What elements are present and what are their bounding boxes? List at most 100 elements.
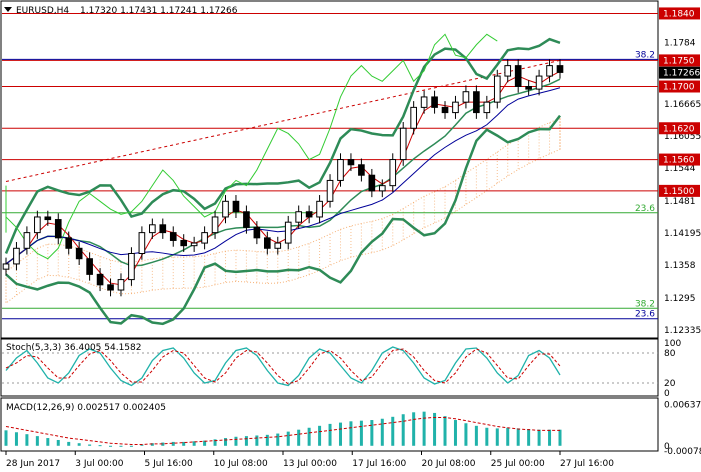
candle-body (117, 279, 125, 291)
macd-histogram-bar (338, 422, 342, 446)
stoch-tick-label: 20 (664, 379, 676, 389)
macd-histogram-bar (286, 431, 290, 446)
candle-body (222, 200, 229, 218)
macd-histogram-bar (558, 429, 562, 446)
price-tick-label: 1.12335 (664, 326, 701, 336)
price-level-tag (659, 122, 700, 135)
macd-histogram-bar (276, 433, 280, 446)
macd-histogram-bar (161, 442, 165, 446)
candle-body (263, 237, 271, 249)
macd-histogram-bar (297, 429, 301, 446)
candle-body (337, 159, 344, 181)
price-tick-label: 1.1784 (664, 39, 696, 49)
candle-body (347, 159, 355, 166)
trendline (5, 59, 561, 182)
fib-level-label: 38.2 (635, 299, 655, 309)
fib-level-label: 38.2 (635, 50, 655, 60)
main-layer: 38.223.638.223.6 (2, 12, 658, 326)
candle-body (326, 179, 334, 202)
time-axis-label: 5 Jul 16:00 (145, 459, 194, 469)
macd-histogram-bar (182, 441, 186, 446)
candle-body (2, 263, 10, 270)
current-price-tag-text: 1.17266 (663, 69, 700, 79)
kijun-line (5, 87, 561, 265)
macd-histogram-bar (77, 443, 81, 446)
candle-body (65, 237, 73, 249)
bollinger-middle (5, 78, 561, 267)
candle-body (399, 127, 407, 161)
macd-histogram-bar (318, 425, 322, 446)
macd-tick-label: -0.000787 (664, 447, 701, 457)
macd-layer (4, 411, 562, 447)
macd-histogram-bar (495, 428, 499, 446)
time-axis-label: 20 Jul 08:00 (422, 459, 476, 469)
candle-body (211, 216, 219, 234)
candle-body (243, 211, 250, 228)
candle-body (452, 101, 459, 114)
stoch-main-line (5, 346, 561, 387)
axis-layer: 1.17841.17231.166651.160551.15441.14811.… (5, 7, 701, 469)
macd-histogram-bar (307, 427, 311, 446)
macd-histogram-bar (56, 439, 60, 446)
candle-body (504, 65, 512, 77)
macd-histogram-bar (474, 425, 478, 446)
macd-histogram-bar (67, 441, 71, 446)
header-symbol: EURUSD,H4 (16, 6, 69, 16)
macd-histogram-bar (506, 427, 510, 446)
time-axis-label: 13 Jul 00:00 (283, 459, 337, 469)
stoch-tick-label: 80 (664, 349, 676, 359)
macd-histogram-bar (548, 429, 552, 446)
candle-body (514, 65, 522, 87)
macd-title: MACD(12,26,9) 0.002517 0.002405 (6, 403, 166, 413)
macd-histogram-bar (234, 436, 238, 446)
bollinger-upper (4, 37, 561, 254)
candle-body (525, 86, 532, 90)
macd-histogram-bar (328, 423, 332, 446)
candle-body (473, 91, 480, 114)
time-axis-label: 27 Jul 16:00 (560, 459, 614, 469)
time-axis-label: 25 Jul 00:00 (491, 459, 545, 469)
price-level-tag (659, 184, 700, 197)
macd-histogram-bar (213, 439, 217, 446)
macd-histogram-bar (349, 421, 353, 446)
candle-body (149, 224, 156, 234)
current-price-tag (659, 66, 700, 79)
macd-histogram-bar (35, 436, 39, 446)
candle-body (138, 232, 146, 254)
price-level-tag-text: 1.1500 (663, 187, 695, 197)
price-tick-label: 1.16665 (664, 100, 701, 110)
macd-panel-frame (0, 397, 659, 452)
macd-histogram-bar (433, 412, 437, 446)
stoch-panel-frame (0, 338, 659, 397)
candle-body (54, 219, 62, 239)
macd-histogram-bar (98, 445, 102, 447)
price-level-tag (659, 7, 700, 20)
candle-body (358, 164, 365, 176)
macd-histogram-bar (46, 438, 50, 446)
macd-histogram-bar (203, 440, 207, 446)
price-tick-label: 1.14195 (664, 229, 701, 239)
macd-histogram-bar (88, 444, 92, 446)
dropdown-triangle-icon[interactable] (4, 7, 12, 12)
price-level-tag-text: 1.1750 (663, 56, 695, 66)
price-level-tag (659, 54, 700, 67)
candle-body (431, 96, 438, 108)
candle-body (128, 253, 135, 281)
stoch-tick-label: 100 (664, 339, 681, 349)
price-tick-label: 1.1358 (664, 261, 696, 271)
macd-histogram-bar (422, 411, 426, 446)
macd-histogram-bar (370, 420, 374, 446)
candle-body (180, 239, 188, 247)
candle-body (23, 232, 31, 249)
candle-body (535, 75, 543, 90)
header-ohlc: 1.17320 1.17431 1.17241 1.17266 (80, 6, 238, 16)
macd-histogram-bar (516, 428, 520, 446)
macd-histogram-bar (401, 414, 405, 446)
macd-histogram-bar (109, 445, 113, 447)
candle-body (483, 101, 491, 114)
candle-body (305, 211, 313, 218)
candle-body (378, 185, 386, 192)
macd-histogram-bar (25, 434, 29, 446)
macd-histogram-bar (171, 441, 175, 446)
time-axis-label: 17 Jul 16:00 (352, 459, 406, 469)
